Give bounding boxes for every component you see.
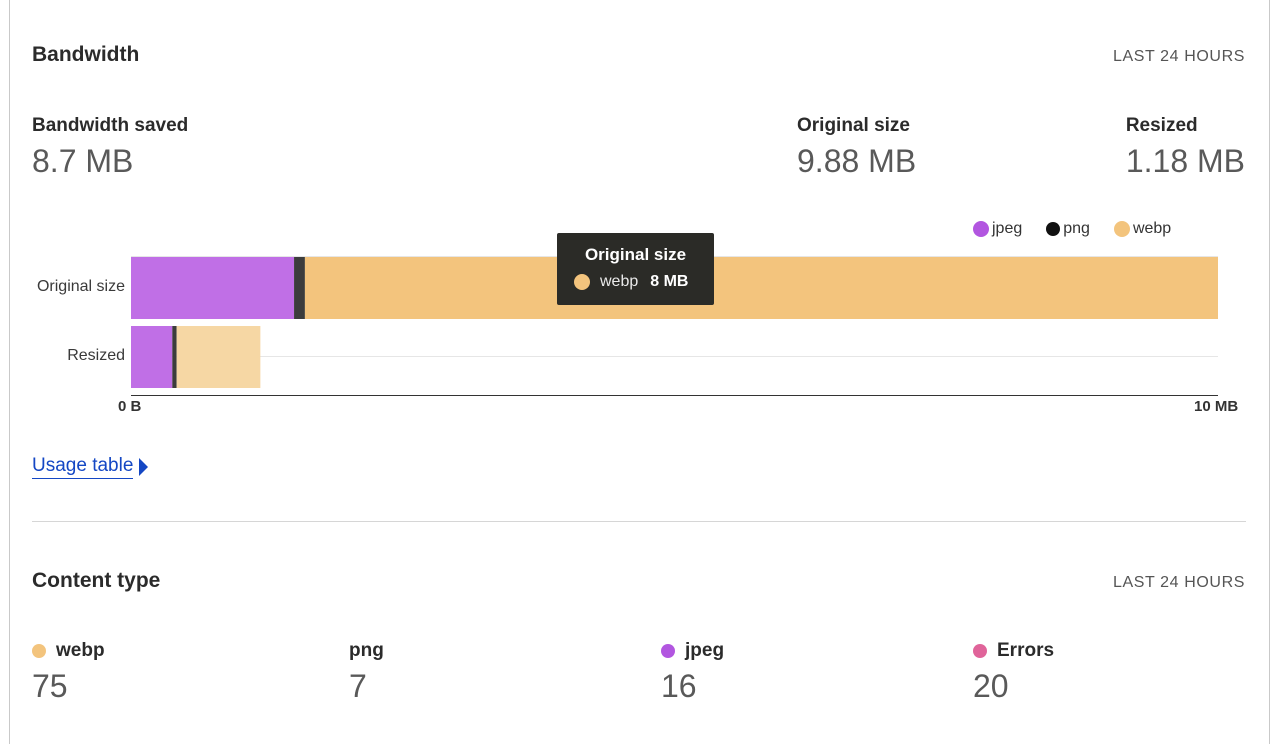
usage-table-link[interactable]: Usage table <box>32 455 134 479</box>
bar-resized-png[interactable] <box>172 326 177 388</box>
y-label-resized: Resized <box>67 347 125 364</box>
content-type-png: png 7 <box>349 640 384 705</box>
content-type-name: png <box>349 640 384 661</box>
usage-table-toggle[interactable]: Usage table <box>32 455 149 479</box>
content-type-name: jpeg <box>685 640 725 661</box>
bar-original-size-webp[interactable] <box>304 257 1218 319</box>
metric-value: 9.88 MB <box>797 143 917 179</box>
caret-right-icon[interactable] <box>139 458 149 476</box>
legend-label: webp <box>1132 220 1172 237</box>
bar-resized-webp[interactable] <box>176 326 261 388</box>
metric-original-size: Original size 9.88 MB <box>797 115 916 180</box>
legend-label: jpeg <box>992 220 1023 237</box>
content-type-title: Content type <box>32 569 161 592</box>
content-type-label: png <box>349 640 384 662</box>
content-type-label: webp <box>32 640 105 662</box>
errors-dot-icon <box>973 644 987 658</box>
content-type-value: 20 <box>973 668 1009 704</box>
bandwidth-title: Bandwidth <box>32 43 140 66</box>
legend-item-jpeg[interactable]: jpeg <box>973 220 1022 238</box>
legend-item-png[interactable]: png <box>1046 220 1090 238</box>
bandwidth-chart <box>131 256 1218 396</box>
content-type-name: Errors <box>997 640 1055 661</box>
content-type-label: Errors <box>973 640 1054 662</box>
section-divider <box>32 521 1246 522</box>
x-tick-min: 0 B <box>118 398 142 415</box>
metric-label: Resized <box>1125 115 1198 136</box>
chart-legend: jpeg png webp <box>973 220 1171 238</box>
metric-label: Original size <box>797 115 910 136</box>
bar-original-size-png[interactable] <box>294 257 305 319</box>
content-type-jpeg: jpeg 16 <box>661 640 724 705</box>
legend-dot <box>973 221 989 237</box>
tooltip-swatch <box>574 274 590 290</box>
content-type-name: webp <box>56 640 105 661</box>
metric-resized: Resized 1.18 MB <box>1126 115 1245 180</box>
tooltip-value: 8 MB <box>650 273 689 290</box>
metric-value: 8.7 MB <box>32 143 134 179</box>
jpeg-dot-icon <box>661 644 675 658</box>
content-type-value: 75 <box>32 668 68 704</box>
bar-resized-jpeg[interactable] <box>131 326 173 388</box>
legend-item-webp[interactable]: webp <box>1113 220 1172 238</box>
content-type-value: 7 <box>349 668 367 704</box>
bar-original-size-jpeg[interactable] <box>131 257 295 319</box>
legend-dot <box>1046 222 1061 236</box>
y-label-original-size: Original size <box>36 278 125 295</box>
content-type-errors: Errors 20 <box>973 640 1054 705</box>
legend-dot <box>1113 221 1130 237</box>
bandwidth-range: LAST 24 HOURS <box>1113 48 1245 65</box>
tooltip-row: webp 8 MB <box>574 273 714 291</box>
x-tick-max: 10 MB <box>1194 398 1239 415</box>
content-type-value: 16 <box>661 668 697 704</box>
tooltip-series: webp <box>600 273 639 290</box>
legend-label: png <box>1063 220 1090 237</box>
chart-tooltip: Original size webp 8 MB <box>557 233 714 305</box>
content-type-label: jpeg <box>661 640 724 662</box>
content-type-range: LAST 24 HOURS <box>1113 574 1245 591</box>
tooltip-title: Original size <box>584 245 687 264</box>
content-type-webp: webp 75 <box>32 640 105 705</box>
metric-bandwidth-saved: Bandwidth saved 8.7 MB <box>32 115 188 180</box>
metric-label: Bandwidth saved <box>32 115 189 136</box>
metric-value: 1.18 MB <box>1125 143 1245 179</box>
webp-dot-icon <box>32 644 46 658</box>
